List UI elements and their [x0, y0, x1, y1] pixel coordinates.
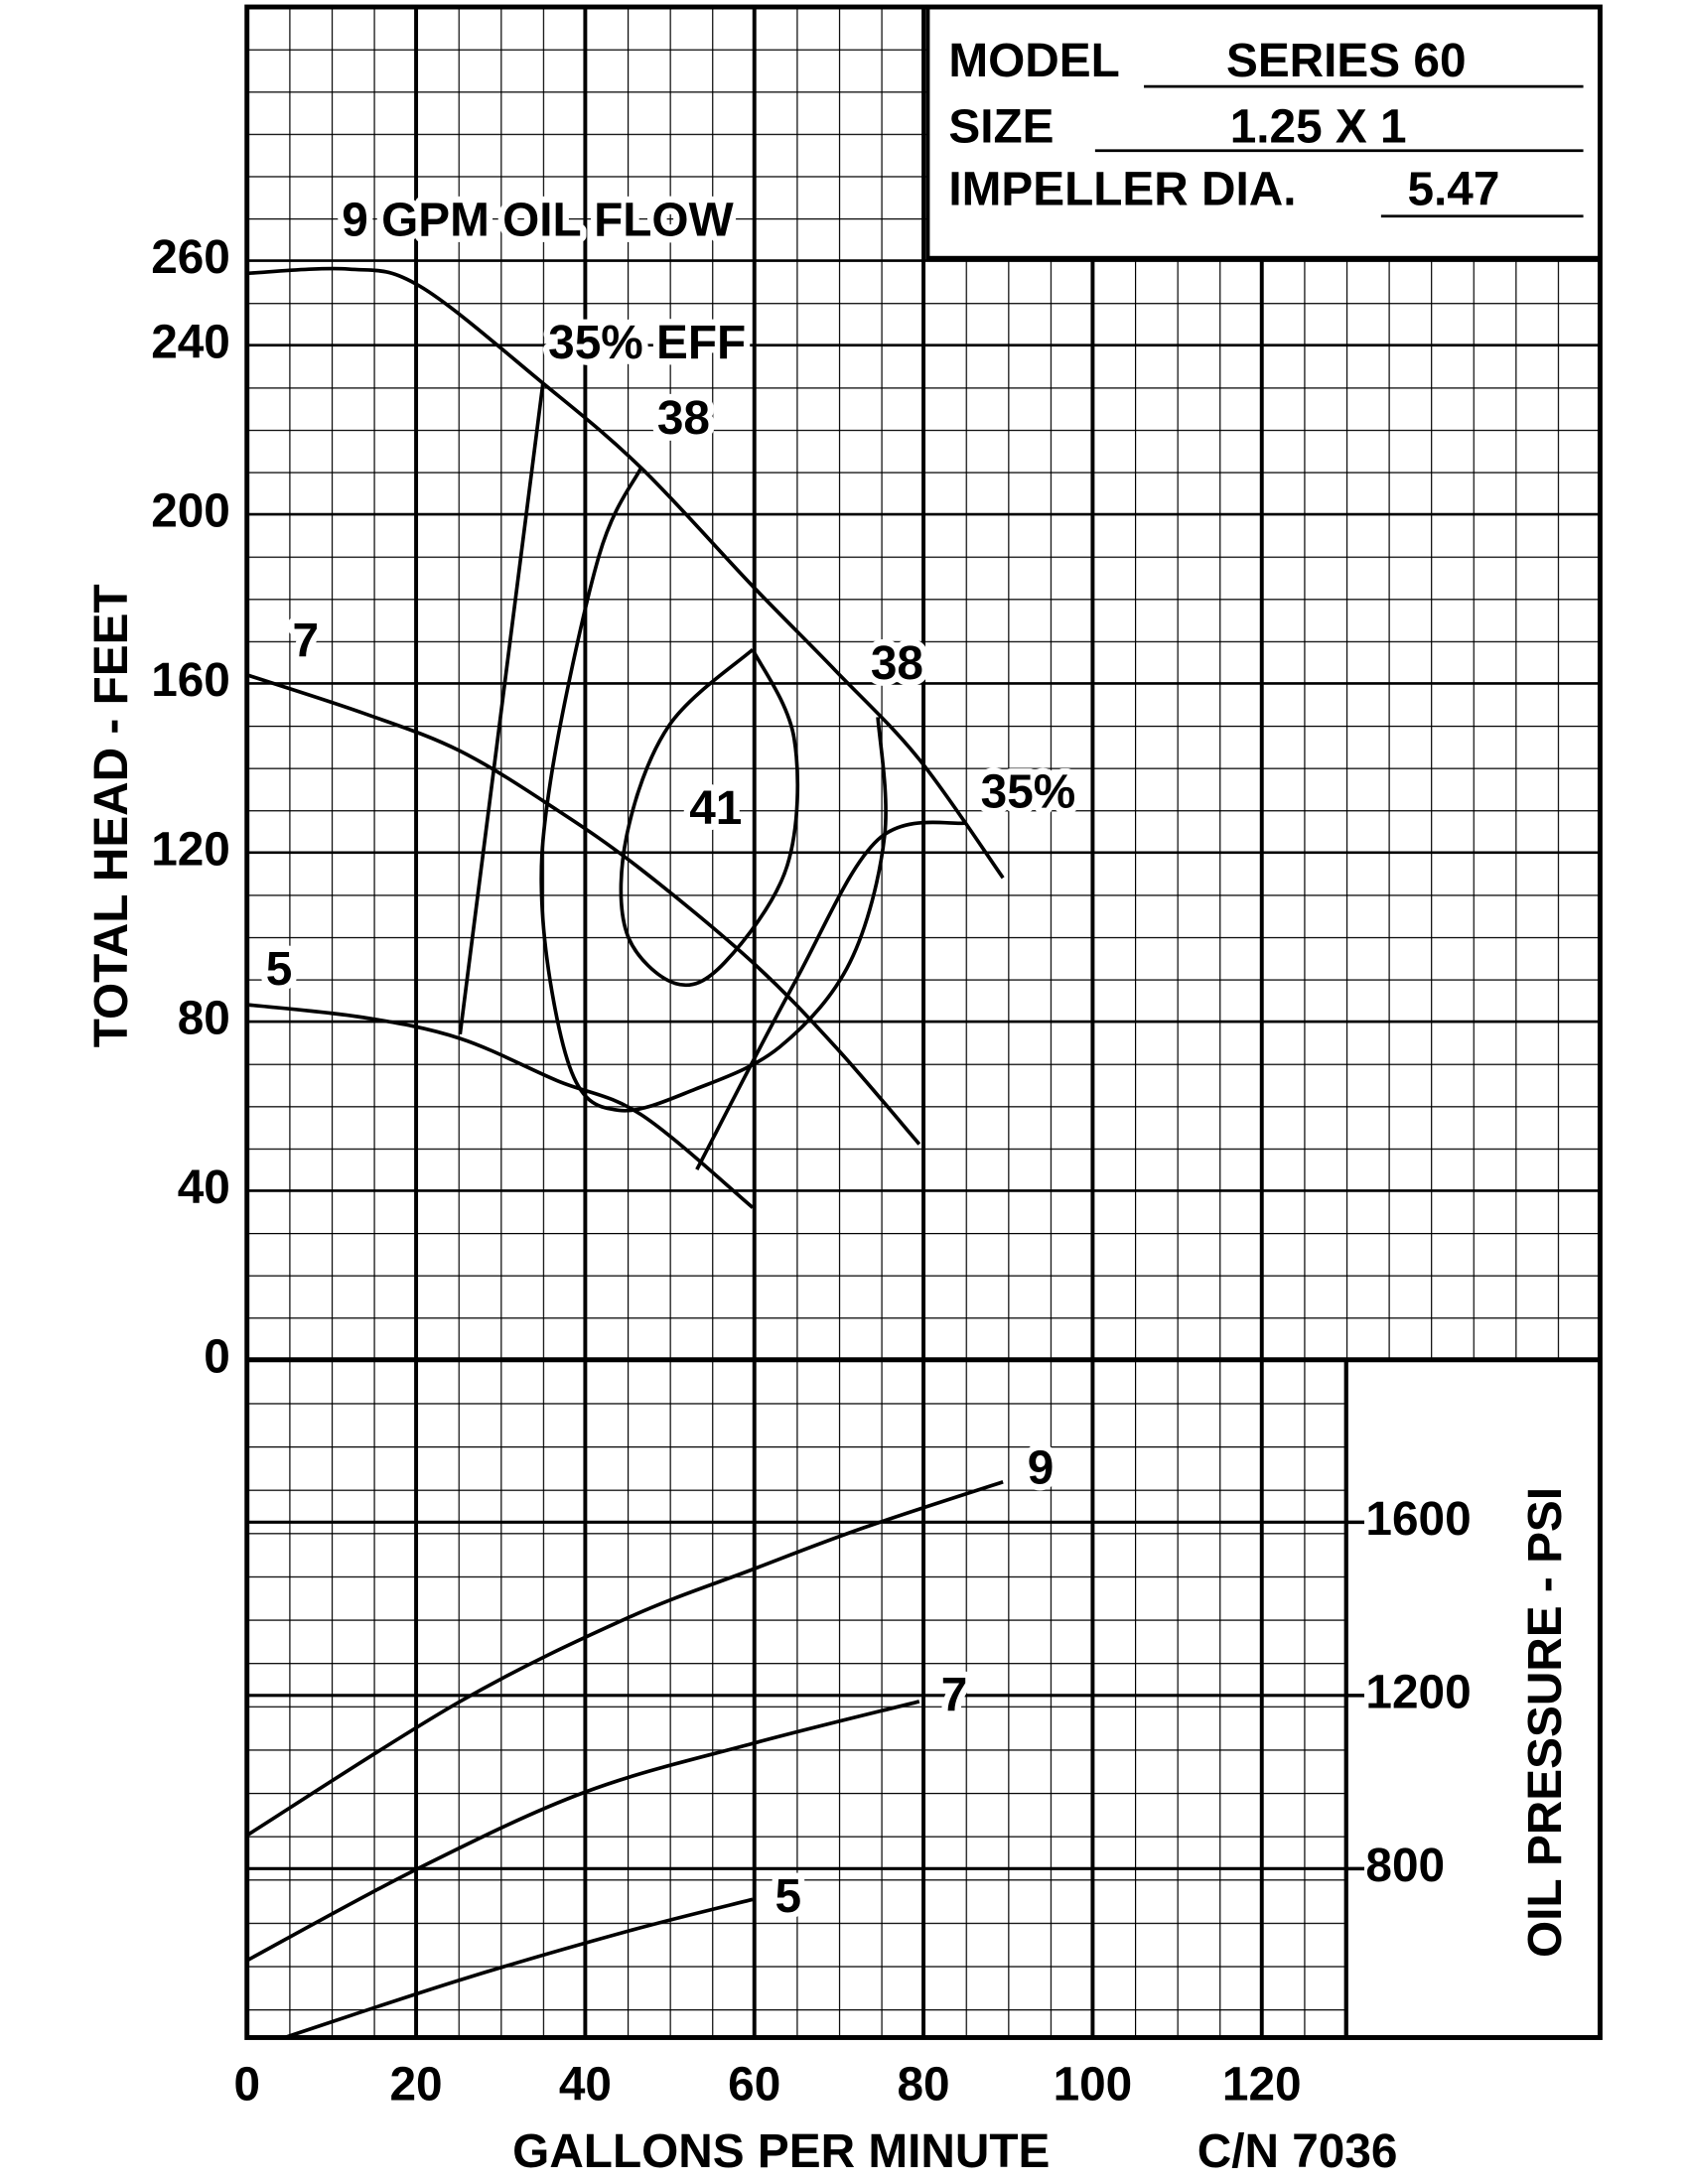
series-label: 5 [266, 943, 293, 996]
curve [245, 1700, 920, 1963]
curves [245, 266, 1005, 2039]
y2-axis-title: OIL PRESSURE - PSI [1519, 1487, 1572, 1958]
y-tick-label: 80 [178, 993, 230, 1045]
y-tick-label: 260 [151, 231, 230, 284]
series-label: 35% [981, 765, 1076, 818]
curve [246, 1003, 755, 1209]
model-label: MODEL [948, 35, 1119, 87]
x-tick-label: 60 [728, 2059, 780, 2112]
x-tick-label: 20 [389, 2059, 442, 2112]
series-label: 38 [657, 392, 710, 445]
y-axis-title: TOTAL HEAD - FEET [85, 584, 138, 1047]
curve [285, 1897, 754, 2039]
curve [619, 647, 800, 988]
x-tick-label: 80 [898, 2059, 950, 2112]
x-tick-label: 0 [233, 2059, 260, 2112]
size-value: 1.25 X 1 [1230, 100, 1407, 153]
curve [539, 467, 888, 1113]
y-tick-label: 40 [178, 1161, 230, 1214]
curve [246, 673, 921, 1146]
series-label: 38 [871, 637, 923, 690]
y-tick-label: 200 [151, 485, 230, 538]
x-tick-label: 100 [1054, 2059, 1133, 2112]
size-label: SIZE [948, 100, 1054, 153]
impeller-label: IMPELLER DIA. [948, 163, 1296, 215]
curve [246, 266, 1005, 880]
y2-tick-label: 1600 [1365, 1493, 1471, 1546]
y-tick-label: 0 [204, 1330, 230, 1383]
series-label: 9 [1028, 1442, 1055, 1495]
chart-note: C/N 7036 [1197, 2125, 1398, 2178]
labels: TOTAL HEAD - FEET OIL PRESSURE - PSI GAL… [85, 35, 1584, 2178]
impeller-value: 5.47 [1407, 163, 1499, 215]
major-grid [244, 7, 1601, 2038]
y-tick-label: 240 [151, 316, 230, 368]
series-label: 9 GPM OIL FLOW [342, 194, 734, 246]
x-tick-label: 120 [1222, 2059, 1302, 2112]
x-tick-label: 40 [559, 2059, 612, 2112]
curve [458, 382, 967, 1170]
y-tick-label: 120 [151, 823, 230, 876]
series-label: 7 [941, 1670, 968, 1722]
x-axis-title: GALLONS PER MINUTE [512, 2125, 1050, 2178]
series-label: 35% EFF [548, 317, 746, 369]
y-tick-label: 160 [151, 654, 230, 707]
curve [245, 1480, 1004, 1838]
plot-border [244, 4, 1603, 2040]
y2-tick-label: 800 [1365, 1840, 1445, 1892]
series-label: 5 [775, 1870, 802, 1923]
model-value: SERIES 60 [1226, 35, 1467, 87]
pressure-axis-box [1343, 1357, 1603, 2040]
series-label: 41 [689, 782, 742, 835]
series-label: 7 [292, 615, 319, 668]
y2-tick-label: 1200 [1365, 1666, 1471, 1718]
